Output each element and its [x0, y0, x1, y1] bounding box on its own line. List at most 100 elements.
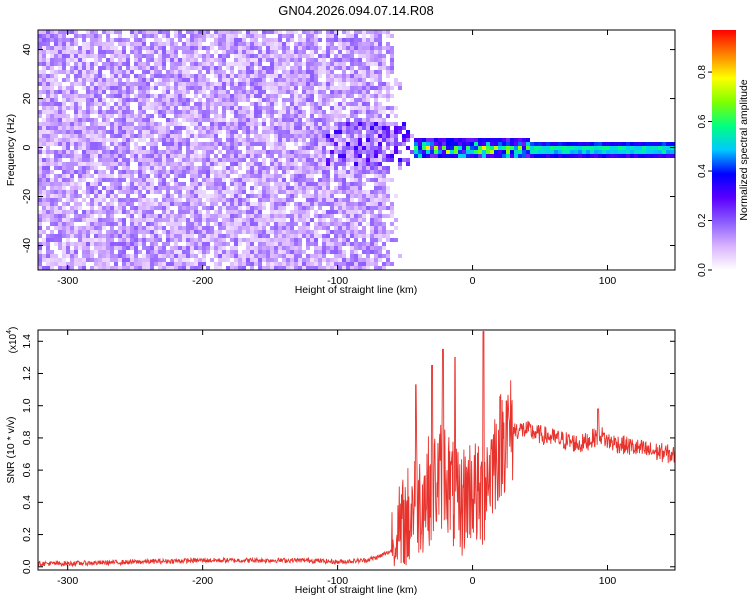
spectrogram-cell — [306, 122, 310, 126]
spectrogram-cell — [286, 194, 290, 198]
spectrogram-cell — [306, 166, 310, 170]
spectrogram-cell — [222, 194, 226, 198]
spectrogram-cell — [194, 90, 198, 94]
spectrogram-cell — [266, 66, 270, 70]
spectrogram-cell — [298, 94, 302, 98]
spectrogram-cell — [374, 230, 378, 234]
spectrogram-cell — [118, 218, 122, 222]
spectrogram-cell — [426, 150, 430, 154]
spectrogram-cell — [142, 98, 146, 102]
spectrogram-cell — [638, 150, 642, 154]
spectrogram-cell — [146, 150, 150, 154]
spectrogram-cell — [158, 178, 162, 182]
spectrogram-cell — [342, 262, 346, 266]
spectrogram-cell — [270, 166, 274, 170]
spectrogram-cell — [210, 202, 214, 206]
spectrogram-cell — [58, 58, 62, 62]
spectrogram-cell — [206, 166, 210, 170]
spectrogram-cell — [126, 182, 130, 186]
spectrogram-cell — [314, 226, 318, 230]
spectrogram-cell — [218, 206, 222, 210]
spectrogram-cell — [286, 138, 290, 142]
spectrogram-cell — [222, 222, 226, 226]
spectrogram-cell — [378, 38, 382, 42]
spectrogram-cell — [362, 110, 366, 114]
spectrogram-cell — [550, 146, 554, 150]
spectrogram-cell — [154, 162, 158, 166]
spectrogram-cell — [186, 258, 190, 262]
spectrogram-cell — [134, 178, 138, 182]
spectrogram-cell — [106, 34, 110, 38]
spectrogram-cell — [114, 246, 118, 250]
spectrogram-cell — [310, 74, 314, 78]
spectrogram-cell — [178, 182, 182, 186]
spectrogram-cell — [70, 126, 74, 130]
spectrogram-cell — [198, 66, 202, 70]
spectrogram-cell — [174, 98, 178, 102]
spectrogram-cell — [206, 266, 210, 270]
spectrogram-cell — [294, 102, 298, 106]
spectrogram-cell — [254, 178, 258, 182]
spectrogram-cell — [390, 210, 394, 214]
spectrogram-cell — [294, 110, 298, 114]
spectrogram-cell — [194, 238, 198, 242]
spectrogram-cell — [150, 146, 154, 150]
spectrogram-cell — [278, 30, 282, 34]
spectrogram-cell — [354, 122, 358, 126]
spectrogram-cell — [294, 238, 298, 242]
spectrogram-cell — [330, 114, 334, 118]
spectrogram-cell — [346, 150, 350, 154]
spectrogram-cell — [50, 134, 54, 138]
spectrogram-cell — [54, 178, 58, 182]
spectrogram-cell — [354, 150, 358, 154]
spectrogram-cell — [198, 226, 202, 230]
spectrogram-cell — [154, 146, 158, 150]
spectrogram-cell — [94, 202, 98, 206]
spectrogram-cell — [90, 106, 94, 110]
spectrogram-cell — [202, 158, 206, 162]
spectrogram-cell — [354, 202, 358, 206]
spectrogram-cell — [102, 238, 106, 242]
spectrogram-cell — [322, 154, 326, 158]
spectrogram-cell — [238, 86, 242, 90]
spectrogram-cell — [46, 114, 50, 118]
spectrogram-cell — [450, 142, 454, 146]
spectrogram-cell — [66, 238, 70, 242]
spectrogram-cell — [510, 138, 514, 142]
spectrogram-cell — [46, 74, 50, 78]
spectrogram-cell — [146, 182, 150, 186]
spectrogram-cell — [70, 42, 74, 46]
spectrogram-cell — [186, 202, 190, 206]
spectrogram-cell — [454, 154, 458, 158]
spectrogram-cell — [242, 266, 246, 270]
spectrogram-cell — [114, 94, 118, 98]
spectrogram-cell — [294, 186, 298, 190]
spectrogram-cell — [110, 50, 114, 54]
spectrogram-cell — [90, 182, 94, 186]
spectrogram-cell — [82, 70, 86, 74]
spectrogram-cell — [122, 98, 126, 102]
spectrogram-cell — [594, 150, 598, 154]
spectrogram-cell — [50, 102, 54, 106]
spectrogram-cell — [294, 114, 298, 118]
spectrogram-cell — [246, 98, 250, 102]
spectrogram-cell — [98, 190, 102, 194]
spectrogram-cell — [94, 118, 98, 122]
spectrogram-cell — [134, 86, 138, 90]
spectrogram-cell — [394, 238, 398, 242]
spectrogram-cell — [286, 150, 290, 154]
spectrogram-cell — [530, 146, 534, 150]
spectrogram-cell — [382, 46, 386, 50]
spectrogram-cell — [46, 138, 50, 142]
spectrogram-cell — [306, 42, 310, 46]
spectrogram-cell — [306, 150, 310, 154]
spectrogram-cell — [110, 174, 114, 178]
spectrogram-cell — [106, 78, 110, 82]
spectrogram-cell — [246, 218, 250, 222]
spectrogram-cell — [262, 146, 266, 150]
spectrogram-cell — [438, 138, 442, 142]
spectrogram-cell — [138, 46, 142, 50]
spectrogram-cell — [50, 118, 54, 122]
spectrogram-cell — [262, 230, 266, 234]
